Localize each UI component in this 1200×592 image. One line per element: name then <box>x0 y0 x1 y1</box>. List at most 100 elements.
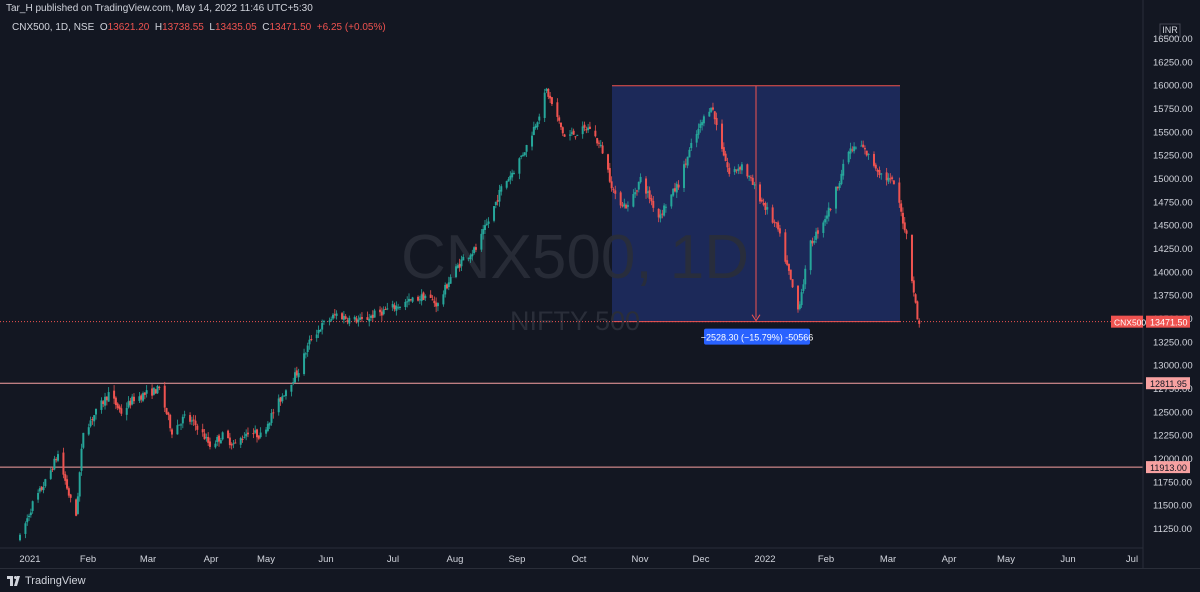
candle-body <box>279 397 282 402</box>
price-tick-label: 13250.00 <box>1153 337 1193 348</box>
candle-body <box>444 284 447 295</box>
candle-body <box>420 294 423 302</box>
candle-body <box>404 301 407 308</box>
symbol-tag-label: CNX500 <box>1114 318 1146 328</box>
candle-body <box>319 329 322 332</box>
candle-body <box>51 468 54 471</box>
candle-body <box>409 299 412 301</box>
candle-body <box>802 284 805 291</box>
price-tick-label: 11750.00 <box>1153 477 1192 488</box>
level-price-tag <box>1146 377 1190 390</box>
candle-body <box>874 164 877 169</box>
candle-body <box>512 172 515 175</box>
time-tick-label: Sep <box>509 554 526 565</box>
candle-body <box>639 176 642 183</box>
candle-body <box>632 194 635 207</box>
candle-body <box>547 88 550 97</box>
candle-body <box>196 425 199 430</box>
candle-body <box>228 437 231 446</box>
candle-body <box>854 147 857 149</box>
candle-body <box>690 142 693 149</box>
candle-body <box>207 437 210 443</box>
last-price-label: 13471.50 <box>1150 318 1188 328</box>
candle-body <box>834 186 837 209</box>
candle-body <box>78 472 81 497</box>
candle-body <box>201 429 204 433</box>
candle-body <box>178 424 181 426</box>
candle-body <box>359 317 362 320</box>
candle-body <box>417 296 420 301</box>
candle-body <box>165 408 168 414</box>
publisher-line: Tar_H published on TradingView.com, May … <box>6 3 313 14</box>
candle-body <box>31 501 34 511</box>
price-tick-label: 15250.00 <box>1153 151 1193 162</box>
candle-body <box>28 515 31 518</box>
candle-body <box>789 269 792 280</box>
candle-body <box>371 314 374 318</box>
candle-body <box>151 388 154 396</box>
candle-body <box>310 338 313 340</box>
price-tick-label: 13750.00 <box>1153 291 1193 302</box>
candle-body <box>393 305 396 310</box>
candle-body <box>145 390 148 394</box>
candle-body <box>626 205 629 207</box>
candle-body <box>625 204 628 209</box>
candle-body <box>152 387 155 395</box>
candle-body <box>181 416 184 424</box>
low-value: 13435.05 <box>214 22 257 33</box>
candle-body <box>19 534 21 541</box>
currency-box <box>1159 23 1181 38</box>
candle-body <box>735 169 738 171</box>
watermark-name: NIFTY 500 <box>510 306 640 336</box>
level-price-tag <box>1146 461 1190 474</box>
candle-body <box>550 97 553 105</box>
candle-body <box>411 297 414 302</box>
candle-body <box>509 175 512 180</box>
candle-body <box>292 382 295 384</box>
candle-body <box>860 145 863 147</box>
candle-body <box>594 130 597 137</box>
candle-body <box>205 437 208 439</box>
tradingview-brand[interactable]: TradingView <box>7 575 86 587</box>
candle-body <box>610 181 613 189</box>
candle-body <box>601 145 604 154</box>
candle-body <box>304 353 307 355</box>
candle-body <box>525 145 528 152</box>
candle-body <box>677 184 680 188</box>
candle-body <box>739 167 742 170</box>
candle-body <box>270 413 273 423</box>
candle-body <box>809 240 812 271</box>
candle-body <box>297 373 300 378</box>
candle-body <box>784 232 787 262</box>
candle-body <box>778 228 781 234</box>
candle-body <box>673 188 676 192</box>
candle-body <box>635 190 638 192</box>
candle-body <box>726 162 729 168</box>
price-tick-label: 16250.00 <box>1153 57 1193 68</box>
candle-body <box>127 401 130 408</box>
candle-body <box>100 400 103 410</box>
candle-body <box>791 279 794 288</box>
time-tick-label: Nov <box>632 554 649 565</box>
candle-body <box>208 441 211 447</box>
candle-body <box>561 127 564 134</box>
candle-body <box>471 253 474 257</box>
candle-body <box>708 111 711 117</box>
candle-body <box>863 148 866 150</box>
candle-body <box>380 311 383 316</box>
candle-body <box>572 130 575 135</box>
candle-body <box>131 396 134 405</box>
symbol-info[interactable]: CNX500, 1D, NSE <box>12 22 95 33</box>
candle-body <box>597 142 600 144</box>
candle-body <box>189 415 192 422</box>
candle-body <box>303 353 306 375</box>
candle-body <box>496 200 499 202</box>
candle-body <box>574 136 577 138</box>
candle-body <box>335 313 338 316</box>
candle-body <box>748 175 751 177</box>
time-tick-label: Feb <box>80 554 96 565</box>
candle-body <box>824 219 827 223</box>
candle-body <box>740 164 743 171</box>
candle-body <box>460 259 463 267</box>
